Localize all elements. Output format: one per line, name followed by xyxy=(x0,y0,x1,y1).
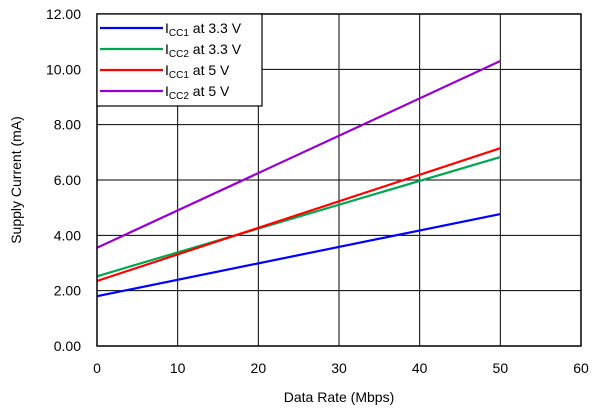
y-tick-label: 0.00 xyxy=(54,338,81,354)
x-tick-label: 40 xyxy=(412,360,428,376)
x-axis-ticks: 0 10 20 30 40 50 60 xyxy=(93,360,589,376)
y-tick-label: 2.00 xyxy=(54,283,81,299)
series-lines xyxy=(96,60,501,298)
y-tick-label: 4.00 xyxy=(54,227,81,243)
x-tick-label: 60 xyxy=(573,360,589,376)
x-tick-label: 50 xyxy=(493,360,509,376)
legend: ICC1 at 3.3 V ICC2 at 3.3 V ICC1 at 5 V ICC… xyxy=(96,13,263,107)
plot-frame xyxy=(96,13,582,347)
x-axis-title: Data Rate (Mbps) xyxy=(284,389,394,405)
legend-label: ICC2 at 3.3 V xyxy=(165,41,242,60)
y-tick-label: 6.00 xyxy=(54,172,81,188)
y-tick-label: 10.00 xyxy=(46,61,81,77)
y-tick-label: 12.00 xyxy=(46,6,81,22)
x-tick-label: 10 xyxy=(170,360,186,376)
series-line-4 xyxy=(96,60,501,249)
series-line-2 xyxy=(96,155,501,278)
legend-items: ICC1 at 3.3 V ICC2 at 3.3 V ICC1 at 5 V ICC… xyxy=(100,20,242,102)
x-tick-label: 0 xyxy=(93,360,101,376)
legend-label: ICC1 at 5 V xyxy=(165,62,230,81)
x-tick-label: 30 xyxy=(331,360,347,376)
y-axis-ticks: 0.00 2.00 4.00 6.00 8.00 10.00 12.00 xyxy=(46,6,81,354)
x-tick-label: 20 xyxy=(251,360,267,376)
series-line-1 xyxy=(96,212,501,298)
legend-label: ICC2 at 5 V xyxy=(165,83,230,102)
series-line-3 xyxy=(96,147,501,283)
y-tick-label: 8.00 xyxy=(54,117,81,133)
legend-label: ICC1 at 3.3 V xyxy=(165,20,242,39)
y-axis-title: Supply Current (mA) xyxy=(8,116,24,244)
